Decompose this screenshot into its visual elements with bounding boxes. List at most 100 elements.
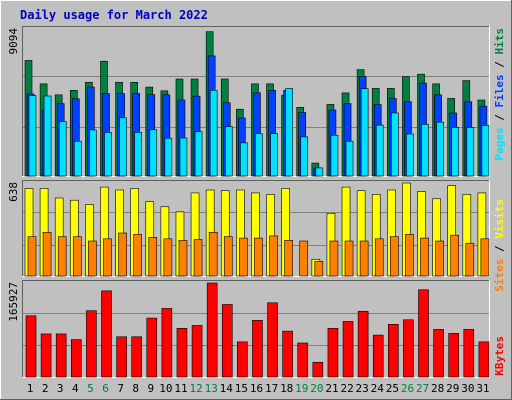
legend-separator: /: [493, 108, 506, 128]
kbytes-bar: [372, 334, 384, 378]
x-tick-label: 10: [159, 382, 172, 395]
sites-bar: [450, 234, 460, 277]
kbytes-bar: [478, 341, 490, 378]
kbytes-bar: [221, 304, 233, 378]
sites-bar: [314, 261, 324, 277]
x-tick-label: 12: [189, 382, 202, 395]
sites-bar: [163, 238, 173, 277]
pages-bar: [43, 95, 52, 177]
sites-bar: [359, 240, 369, 277]
x-tick-label: 4: [72, 382, 79, 395]
kbytes-bar: [206, 282, 218, 378]
kbytes-bar: [312, 361, 324, 378]
pages-bar: [375, 124, 384, 177]
x-tick-label: 27: [416, 382, 429, 395]
x-tick-label: 26: [401, 382, 414, 395]
kbytes-bar: [267, 302, 278, 378]
x-tick-label: 30: [461, 382, 474, 395]
kbytes-bar: [116, 336, 127, 378]
sites-bar: [88, 240, 97, 277]
x-tick-label: 21: [325, 382, 338, 395]
pages-bar: [360, 88, 369, 177]
legend-separator: /: [493, 239, 506, 259]
sites-bar: [480, 238, 490, 277]
kbytes-bar: [252, 320, 263, 378]
pages-bar: [164, 137, 173, 177]
chart-title: Daily usage for March 2022: [20, 8, 208, 22]
sites-bar: [239, 237, 248, 277]
x-tick-label: 15: [235, 382, 248, 395]
x-tick-label: 5: [87, 382, 94, 395]
kbytes-bar: [342, 321, 354, 378]
x-tick-label: 29: [446, 382, 459, 395]
x-tick-label: 17: [265, 382, 278, 395]
chart-panels: [22, 26, 490, 378]
sites-bar: [178, 239, 188, 277]
pages-bar: [209, 90, 218, 177]
kbytes-bar: [25, 315, 37, 378]
pages-bar: [300, 136, 309, 177]
kbytes-bar: [86, 310, 97, 378]
kbytes-bar: [161, 308, 173, 378]
x-tick-label: 22: [340, 382, 353, 395]
sites-bar: [193, 239, 203, 277]
x-tick-label: 24: [371, 382, 385, 395]
pages-bar: [391, 112, 399, 177]
pages-bar: [255, 133, 263, 177]
sites-bar: [208, 231, 218, 277]
x-tick-label: 9: [148, 382, 155, 395]
pages-bar: [481, 125, 490, 177]
kbytes-bar: [448, 333, 460, 378]
x-tick-label: 1: [27, 382, 34, 395]
x-tick-label: 18: [280, 382, 293, 395]
sites-bar: [269, 235, 278, 277]
x-tick-label: 11: [174, 382, 187, 395]
sites-bar: [148, 237, 158, 277]
kbytes-bar: [418, 289, 429, 378]
pages-bar: [421, 123, 429, 177]
y-scale-label: 638: [7, 182, 20, 202]
x-tick-label: 20: [310, 382, 323, 395]
pages-bar: [270, 133, 278, 177]
kbytes-bar: [282, 330, 293, 378]
pages-bar: [406, 133, 414, 177]
sites-bar: [72, 236, 82, 277]
sites-bar: [374, 238, 384, 277]
pages-bar: [119, 117, 127, 177]
sites-bar: [103, 238, 112, 277]
legend-separator: /: [493, 55, 506, 75]
pages-bar: [285, 88, 293, 177]
legend-visits-sites: Sites / Visits: [493, 199, 506, 292]
kbytes-bar: [433, 329, 444, 378]
pages-bar: [149, 129, 158, 177]
kbytes-bar: [327, 327, 339, 378]
pages-bar: [134, 132, 142, 177]
sites-bar: [133, 234, 142, 277]
sites-bar: [57, 236, 67, 277]
pages-bar: [224, 126, 233, 177]
pages-bar: [436, 121, 444, 177]
sites-bar: [420, 237, 429, 277]
pages-bar: [466, 127, 475, 177]
sites-bar: [465, 242, 475, 277]
x-tick-label: 14: [220, 382, 234, 395]
kbytes-bar: [388, 324, 399, 378]
sites-bar: [223, 236, 233, 277]
x-tick-label: 28: [431, 382, 444, 395]
legend-item: Hits: [493, 28, 506, 55]
pages-bar: [315, 167, 324, 177]
pages-bar: [58, 121, 67, 177]
sites-bar: [42, 231, 52, 277]
sites-bar: [435, 240, 444, 277]
pages-bar: [330, 134, 339, 177]
x-axis-tick-labels: 1 2 3 4 5 6 7 8 9 10 11 12 13 14 15 16 17 18 19 20 21 22 23 24 2…: [27, 382, 490, 395]
legend-kbytes: KBytes: [493, 336, 506, 376]
y-scale-label: 165927: [7, 282, 20, 322]
legend-item: Files: [493, 74, 506, 107]
legend-item: Pages: [493, 127, 506, 160]
kbytes-bar: [70, 339, 82, 378]
x-tick-label: 2: [42, 382, 49, 395]
legend-item: Sites: [493, 259, 506, 292]
x-tick-label: 8: [132, 382, 139, 395]
kbytes-bar: [131, 336, 142, 378]
